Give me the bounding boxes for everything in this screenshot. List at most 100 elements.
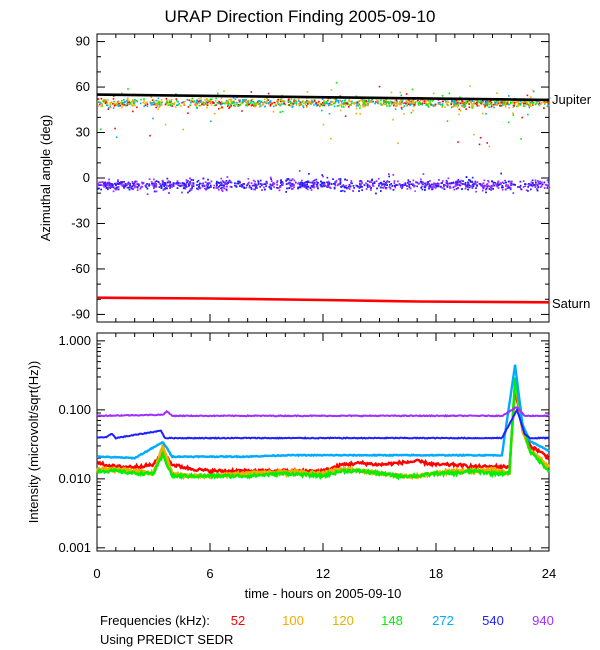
azimuth-point <box>153 178 155 181</box>
azimuth-point <box>157 102 159 104</box>
azimuth-point <box>157 97 160 100</box>
azimuth-point <box>97 184 99 187</box>
azimuth-point <box>229 180 232 183</box>
azimuth-point <box>380 103 382 106</box>
azimuth-point <box>139 102 142 105</box>
azimuth-point <box>241 102 244 105</box>
azimuth-point <box>169 104 172 106</box>
azimuth-point <box>527 104 530 106</box>
azimuth-point <box>264 188 266 191</box>
azimuth-point <box>196 107 198 109</box>
azimuth-point <box>282 182 284 185</box>
azimuth-point <box>148 178 151 180</box>
azimuth-point <box>115 136 118 138</box>
azimuth-point <box>425 102 428 105</box>
azimuth-point <box>134 100 137 103</box>
azimuth-point <box>270 184 273 187</box>
azimuth-point <box>155 180 158 182</box>
azimuth-point <box>507 185 509 188</box>
azimuth-point <box>239 181 241 184</box>
azimuth-point <box>394 100 396 102</box>
azimuth-point <box>259 100 261 102</box>
azimuth-point <box>289 179 291 182</box>
azimuth-point <box>123 187 125 189</box>
azimuth-point <box>359 107 361 109</box>
azimuth-point <box>386 180 389 182</box>
azimuth-point <box>123 99 125 101</box>
azimuth-point <box>107 99 109 101</box>
azimuth-point <box>107 188 109 191</box>
azimuth-reference-lines <box>96 93 550 304</box>
azimuth-point <box>219 184 221 187</box>
azimuth-point <box>250 182 253 184</box>
legend-entry-272: 272 <box>432 613 454 628</box>
azimuth-point <box>510 181 513 183</box>
azimuth-point <box>465 102 468 105</box>
azimuth-point <box>428 102 431 105</box>
azimuth-point <box>546 179 549 181</box>
azimuth-point <box>471 107 473 109</box>
azimuth-point <box>122 184 125 186</box>
azimuth-point <box>260 101 262 103</box>
azimuth-point <box>306 180 309 183</box>
azimuth-point <box>532 89 534 92</box>
azimuth-point <box>131 185 134 187</box>
azimuth-point <box>246 101 248 104</box>
azimuth-point <box>295 99 297 102</box>
azimuth-point <box>162 189 165 191</box>
azimuth-point <box>118 183 120 185</box>
azimuth-point <box>488 106 490 109</box>
azimuth-point <box>390 91 393 94</box>
azimuth-point <box>293 186 295 188</box>
azimuth-point <box>441 106 443 108</box>
azimuth-point <box>288 98 290 101</box>
azimuth-point <box>390 103 393 106</box>
azimuth-point <box>447 101 450 103</box>
azimuth-point <box>401 185 404 188</box>
azimuth-point <box>293 98 296 101</box>
azimuth-point <box>300 185 303 187</box>
azimuth-point <box>334 101 337 103</box>
legend-entry-540: 540 <box>482 613 504 628</box>
azimuth-point <box>136 183 138 185</box>
azimuth-point <box>396 104 398 106</box>
azimuth-point <box>502 101 504 103</box>
azimuth-point <box>512 106 514 108</box>
azimuth-point <box>343 190 346 193</box>
azimuth-point <box>351 102 353 104</box>
azimuth-point <box>207 99 209 102</box>
azimuth-point <box>496 92 498 94</box>
azimuth-point <box>275 103 277 106</box>
azimuth-point <box>240 185 242 187</box>
azimuth-ytick-label: 90 <box>76 34 90 49</box>
azimuth-point <box>323 184 325 186</box>
azimuth-point <box>108 107 110 109</box>
azimuth-point <box>428 100 430 103</box>
azimuth-point <box>185 179 188 181</box>
azimuth-point <box>400 102 402 104</box>
azimuth-point <box>190 100 193 102</box>
azimuth-point <box>206 99 208 102</box>
azimuth-point <box>427 106 430 108</box>
azimuth-point <box>410 101 413 103</box>
azimuth-point <box>188 190 191 192</box>
azimuth-point <box>276 180 279 182</box>
azimuth-point <box>343 186 346 189</box>
azimuth-point <box>429 180 431 182</box>
azimuth-point <box>529 105 532 107</box>
azimuth-point <box>183 104 185 106</box>
azimuth-point <box>215 97 217 100</box>
azimuth-point <box>402 99 404 101</box>
azimuth-point <box>237 180 239 183</box>
azimuth-point <box>534 179 537 182</box>
azimuth-point <box>543 181 546 184</box>
azimuth-point <box>155 186 158 188</box>
azimuth-point <box>301 182 303 184</box>
azimuth-point <box>159 183 161 185</box>
azimuth-point <box>547 104 550 107</box>
azimuth-point <box>272 110 275 113</box>
azimuth-point <box>164 182 167 185</box>
azimuth-point <box>529 103 531 105</box>
azimuth-point <box>464 183 466 186</box>
azimuth-point <box>164 187 167 189</box>
